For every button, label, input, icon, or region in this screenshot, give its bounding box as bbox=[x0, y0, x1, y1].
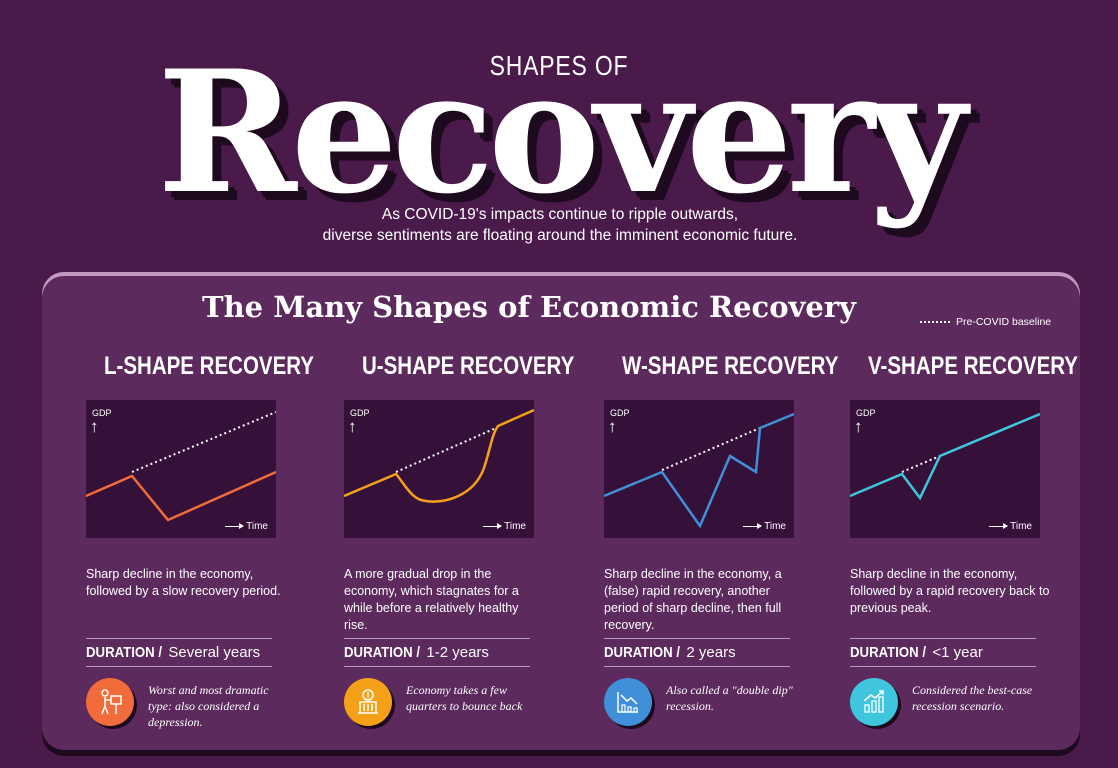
duration-row: DURATION / <1 year bbox=[850, 638, 1036, 667]
duration-value: 2 years bbox=[686, 644, 736, 661]
shape-note: Worst and most dramatic type: also consi… bbox=[148, 683, 269, 729]
shape-description: A more gradual drop in the economy, whic… bbox=[344, 567, 519, 632]
shape-chart: GDP ↑ Time bbox=[86, 400, 276, 538]
duration-value: <1 year bbox=[932, 644, 983, 661]
shape-description: Sharp decline in the economy, followed b… bbox=[86, 567, 281, 598]
recovery-line bbox=[344, 408, 534, 503]
x-axis-label: Time bbox=[483, 521, 526, 532]
right-arrow-icon bbox=[225, 523, 245, 529]
right-arrow-icon bbox=[989, 523, 1009, 529]
shape-description: Sharp decline in the economy, followed b… bbox=[850, 567, 1050, 615]
shape-title: L-SHAPE RECOVERY bbox=[104, 352, 314, 380]
right-arrow-icon bbox=[743, 523, 763, 529]
duration-value: 1-2 years bbox=[426, 644, 489, 661]
x-axis-label: Time bbox=[225, 521, 268, 532]
y-axis-label: GDP bbox=[610, 408, 630, 418]
page-title: Recovery bbox=[157, 33, 966, 231]
recovery-line bbox=[86, 470, 276, 522]
duration-row: DURATION / 2 years bbox=[604, 638, 790, 667]
y-axis-label: GDP bbox=[92, 408, 112, 418]
coin-building-icon bbox=[344, 678, 392, 726]
chart-down-icon bbox=[604, 678, 652, 726]
y-axis-label: GDP bbox=[856, 408, 876, 418]
duration-row: DURATION / 1-2 years bbox=[344, 638, 530, 667]
up-arrow-icon: ↑ bbox=[90, 417, 99, 436]
kicker: SHAPES OF bbox=[489, 50, 629, 81]
intro-text: As COVID-19's impacts continue to ripple… bbox=[300, 204, 820, 246]
right-arrow-icon bbox=[483, 523, 503, 529]
shape-chart: GDP ↑ Time bbox=[850, 400, 1040, 538]
person-with-sign-icon bbox=[86, 678, 134, 726]
x-axis-label: Time bbox=[989, 521, 1032, 532]
baseline-line bbox=[661, 427, 761, 471]
intro-line-2: diverse sentiments are floating around t… bbox=[322, 227, 798, 244]
chart-svg bbox=[344, 408, 534, 503]
dotted-line-icon bbox=[920, 321, 950, 323]
shape-note: Economy takes a few quarters to bounce b… bbox=[406, 683, 523, 713]
shape-title: U-SHAPE RECOVERY bbox=[362, 352, 575, 380]
shape-title: W-SHAPE RECOVERY bbox=[622, 352, 839, 380]
intro-line-1: As COVID-19's impacts continue to ripple… bbox=[381, 206, 739, 223]
duration-key: DURATION / bbox=[850, 644, 927, 661]
y-axis-label: GDP bbox=[350, 408, 370, 418]
panel-title: The Many Shapes of Economic Recovery bbox=[202, 290, 856, 324]
chart-svg bbox=[604, 412, 794, 529]
shape-chart: GDP ↑ Time bbox=[604, 400, 794, 538]
duration-value: Several years bbox=[168, 644, 261, 661]
baseline-legend: Pre-COVID baseline bbox=[920, 316, 1051, 328]
title-wrap: Recovery bbox=[0, 48, 1118, 216]
baseline-line bbox=[131, 411, 276, 473]
up-arrow-icon: ↑ bbox=[348, 417, 357, 436]
duration-row: DURATION / Several years bbox=[86, 638, 272, 667]
shape-chart: GDP ↑ Time bbox=[344, 400, 534, 538]
duration-key: DURATION / bbox=[86, 644, 163, 661]
chart-up-icon bbox=[850, 678, 898, 726]
up-arrow-icon: ↑ bbox=[608, 417, 617, 436]
chart-svg bbox=[850, 412, 1040, 501]
baseline-line bbox=[395, 427, 497, 473]
recovery-line bbox=[604, 412, 794, 529]
up-arrow-icon: ↑ bbox=[854, 417, 863, 436]
shape-title: V-SHAPE RECOVERY bbox=[868, 352, 1078, 380]
legend-label: Pre-COVID baseline bbox=[956, 316, 1052, 328]
duration-key: DURATION / bbox=[604, 644, 681, 661]
x-axis-label: Time bbox=[743, 521, 786, 532]
shape-note: Considered the best-case recession scena… bbox=[912, 683, 1033, 713]
recovery-line bbox=[850, 412, 1040, 501]
shape-description: Sharp decline in the economy, a (false) … bbox=[604, 567, 782, 632]
baseline-line bbox=[901, 455, 941, 473]
chart-svg bbox=[86, 411, 276, 522]
shape-note: Also called a "double dip" recession. bbox=[666, 683, 793, 713]
duration-key: DURATION / bbox=[344, 644, 421, 661]
